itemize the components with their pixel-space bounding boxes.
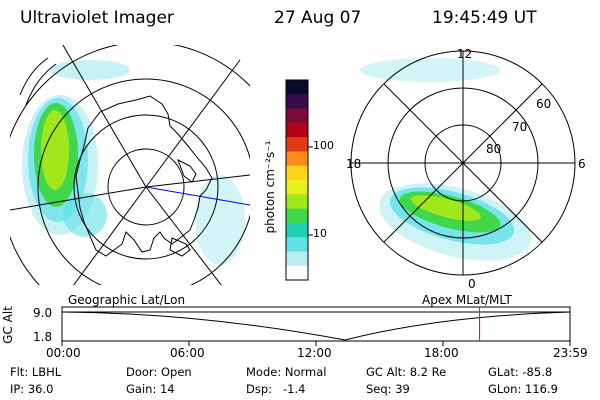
x-tick-0000: 00:00 [46,346,81,360]
colorbar-segment [286,237,308,252]
colorbar-segment [286,251,308,267]
info-glon: GLon: 116.9 [488,382,558,396]
info-door: Door: Open [126,365,192,379]
colorbar-segment [286,80,308,95]
colorbar-segment [286,265,308,281]
gc-alt-axis-label: GC Alt [1,306,15,344]
y-tick-9: 9.0 [33,306,53,320]
x-tick-1800: 18:00 [424,346,459,360]
x-tick-2359: 23:59 [553,346,588,360]
colorbar-segment [286,180,308,195]
sun-direction-line [145,186,250,206]
colorbar-segment [286,222,308,238]
aurora-left [22,60,245,265]
x-tick-0600: 06:00 [170,346,205,360]
info-ip: IP: 36.0 [10,382,54,396]
colorbar-segment [286,94,308,110]
apex-label: Apex MLat/MLT [422,293,512,307]
geographic-map [10,45,250,285]
colorbar-unit-label: photon cm⁻²s⁻¹ [263,140,277,234]
mlt-label-12: 12 [457,47,473,61]
app-title: Ultraviolet Imager [20,8,174,28]
date-label: 27 Aug 07 [274,8,362,28]
mlt-label-18: 18 [346,157,362,171]
altitude-curve [61,311,571,341]
time-label: 19:45:49 UT [432,8,537,28]
geographic-label: Geographic Lat/Lon [68,293,186,307]
info-glat: GLat: -85.8 [488,365,553,379]
magnetic-map [350,50,576,276]
aurora-right [360,58,531,261]
mlat-label-60: 60 [536,97,552,111]
colorbar-segment [286,108,308,124]
colorbar-segment [286,122,308,138]
timeline-plot [61,306,571,346]
colorbar-segment [286,194,308,210]
colorbar [285,79,313,281]
info-gain: Gain: 14 [126,382,175,396]
continent-outline [75,95,213,257]
info-dsp: Dsp: -1.4 [246,382,306,396]
info-flt: Flt: LBHL [10,365,62,379]
colorbar-segment [286,137,308,152]
x-tick-1200: 12:00 [297,346,332,360]
mlat-label-70: 70 [512,120,528,134]
info-seq: Seq: 39 [366,382,410,396]
colorbar-segment [286,208,308,224]
mlat-label-80: 80 [486,142,502,156]
colorbar-segment [286,165,308,181]
mlt-label-0: 0 [468,277,476,291]
y-tick-1-8: 1.8 [33,330,53,344]
info-gc-alt: GC Alt: 8.2 Re [366,365,447,379]
colorbar-tick-10: 10 [313,227,327,240]
mlt-label-6: 6 [578,157,586,171]
colorbar-segment [286,151,308,167]
info-mode: Mode: Normal [246,365,327,379]
colorbar-tick-100: 100 [313,139,334,152]
